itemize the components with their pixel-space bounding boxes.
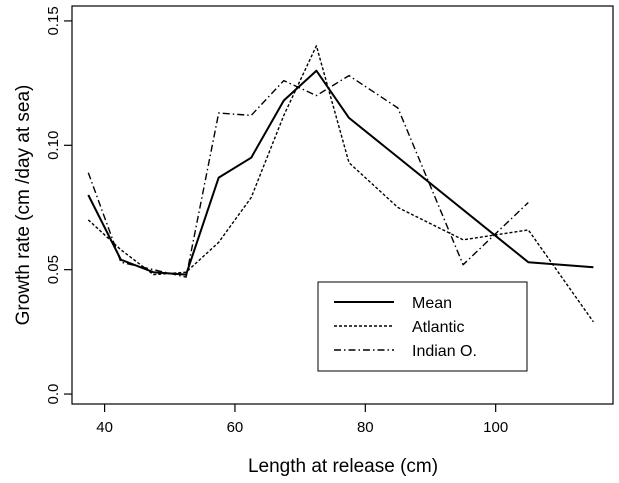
y-tick-label: 0.05 — [45, 255, 62, 284]
legend-label: Indian O. — [412, 343, 477, 360]
legend-items: Mean Atlantic Indian O. — [334, 295, 477, 360]
plot-frame — [71, 5, 614, 405]
series-line-atlantic — [87, 45, 594, 323]
y-axis: 0.0 0.05 0.10 0.15 — [45, 6, 72, 404]
x-tick-label: 100 — [483, 419, 508, 436]
y-tick-label: 0.0 — [45, 384, 62, 405]
series-layer — [87, 45, 594, 323]
x-axis-title: Length at release (cm) — [248, 456, 438, 477]
legend-label: Mean — [412, 295, 452, 312]
series-line-indian-o — [87, 74, 529, 278]
x-tick-label: 80 — [357, 419, 374, 436]
y-axis-title: Growth rate (cm /day at sea) — [13, 85, 34, 326]
x-axis: 40 60 80 100 — [96, 404, 508, 436]
x-tick-label: 60 — [227, 419, 244, 436]
legend: Mean Atlantic Indian O. — [317, 281, 528, 372]
legend-label: Atlantic — [412, 319, 464, 336]
y-tick-label: 0.10 — [45, 131, 62, 160]
series-line-mean — [87, 69, 594, 276]
y-tick-label: 0.15 — [45, 6, 62, 35]
x-tick-label: 40 — [96, 419, 113, 436]
legend-box — [317, 281, 528, 372]
